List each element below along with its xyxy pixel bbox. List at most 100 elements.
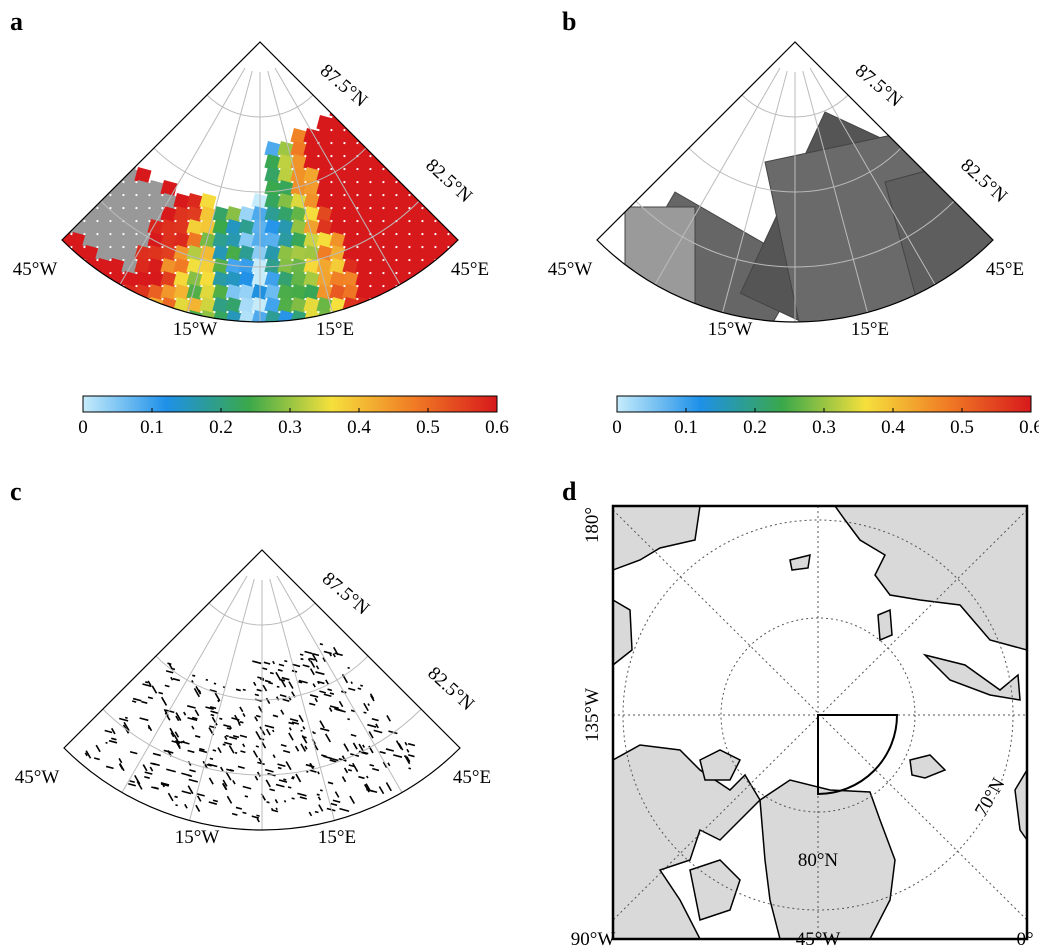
map-pixel [394, 141, 411, 158]
lead-segment [192, 726, 194, 729]
lead-segment [320, 721, 324, 728]
lead-segment [283, 779, 286, 780]
map-pixel [433, 128, 450, 145]
lead-segment [289, 733, 293, 740]
lead-segment [303, 665, 310, 667]
lead-segment [339, 809, 349, 812]
map-pixel [56, 206, 73, 223]
map-pixel [121, 154, 138, 171]
lead-segment [211, 715, 214, 716]
lon-label: 45°W [13, 259, 58, 280]
lead-segment [132, 701, 136, 702]
map-pixel [95, 284, 112, 301]
meridian [190, 579, 255, 820]
lon-label: 0° [1016, 929, 1033, 947]
lat-label: 82.5°N [421, 155, 476, 207]
lead-segment [364, 703, 368, 710]
map-pixel [407, 102, 424, 119]
map-pixel [69, 193, 86, 210]
map-pixel [394, 115, 411, 132]
lat-label: 82.5°N [956, 155, 1011, 207]
map-pixel [394, 102, 411, 119]
map-pixel [446, 284, 463, 301]
map-pixel [472, 115, 489, 132]
lead-segment [284, 661, 287, 662]
lead-segment [233, 780, 235, 784]
map-pixel [82, 323, 99, 340]
lead-segment [106, 766, 113, 768]
lead-segment [380, 752, 386, 754]
lead-segment [331, 804, 337, 806]
map-pixel [95, 310, 112, 327]
lead-segment [197, 794, 205, 796]
sar-image [625, 207, 695, 327]
map-pixel [472, 323, 489, 340]
map-pixel [381, 128, 398, 145]
colorbar-tick-label: 0.2 [209, 417, 233, 438]
map-pixel [472, 193, 489, 210]
lead-segment [267, 729, 270, 735]
lead-segment [119, 758, 122, 762]
colorbar-tick-label: 0.3 [812, 417, 836, 438]
lead-segment [265, 770, 273, 772]
map-pixel [95, 323, 112, 340]
map-pixel [407, 310, 424, 327]
map-pixel [355, 323, 372, 340]
map-pixel [95, 167, 112, 184]
map-pixel [433, 102, 450, 119]
map-pixel [420, 128, 437, 145]
lon-label: 15°W [173, 319, 218, 340]
lead-segment [292, 798, 295, 799]
lead-segment [189, 779, 198, 781]
lead-segment [273, 661, 275, 664]
lead-segment [144, 777, 149, 778]
lead-segment [270, 673, 274, 674]
lead-segment [292, 777, 295, 778]
map-pixel [355, 128, 372, 145]
lead-segment [315, 812, 318, 813]
map-pixel [264, 323, 281, 340]
map-pixel [459, 128, 476, 145]
lead-segment [184, 712, 186, 715]
arctic-map [613, 506, 1027, 939]
map-pixel [95, 154, 112, 171]
lead-segment [94, 758, 100, 760]
lead-segment [313, 733, 315, 734]
map-pixel [420, 115, 437, 132]
map-pixel [368, 115, 385, 132]
panel-letter: b [562, 7, 576, 36]
lead-segment [125, 718, 127, 719]
lead-segment [119, 719, 128, 721]
lead-segment [264, 662, 270, 664]
lead-segment [300, 797, 307, 799]
lead-segment [175, 796, 178, 797]
lead-segment [182, 791, 191, 794]
lon-label: 15°E [851, 319, 889, 340]
map-pixel [82, 310, 99, 327]
lead-segment [243, 812, 247, 813]
map-pixel [56, 284, 73, 301]
lead-segment [335, 653, 343, 655]
map-pixel [121, 297, 138, 314]
map-pixel [459, 323, 476, 340]
lead-segment [351, 735, 356, 736]
map-pixel [407, 115, 424, 132]
lead-segment [280, 695, 286, 697]
lon-label: 45°E [451, 259, 489, 280]
map-pixel [433, 206, 450, 223]
map-pixel [407, 323, 424, 340]
map-pixel [368, 128, 385, 145]
lead-segment [301, 659, 304, 660]
map-pixel [56, 323, 73, 340]
map-pixel [82, 167, 99, 184]
lead-segment [273, 755, 275, 758]
lead-segment [379, 786, 383, 793]
map-pixel [95, 271, 112, 288]
map-pixel [69, 297, 86, 314]
lead-segment [240, 722, 243, 723]
colorbar-tick-label: 0.5 [950, 417, 974, 438]
lead-segment [187, 706, 195, 708]
lead-segment [299, 715, 303, 722]
lead-segment [353, 743, 357, 749]
map-pixel [459, 284, 476, 301]
